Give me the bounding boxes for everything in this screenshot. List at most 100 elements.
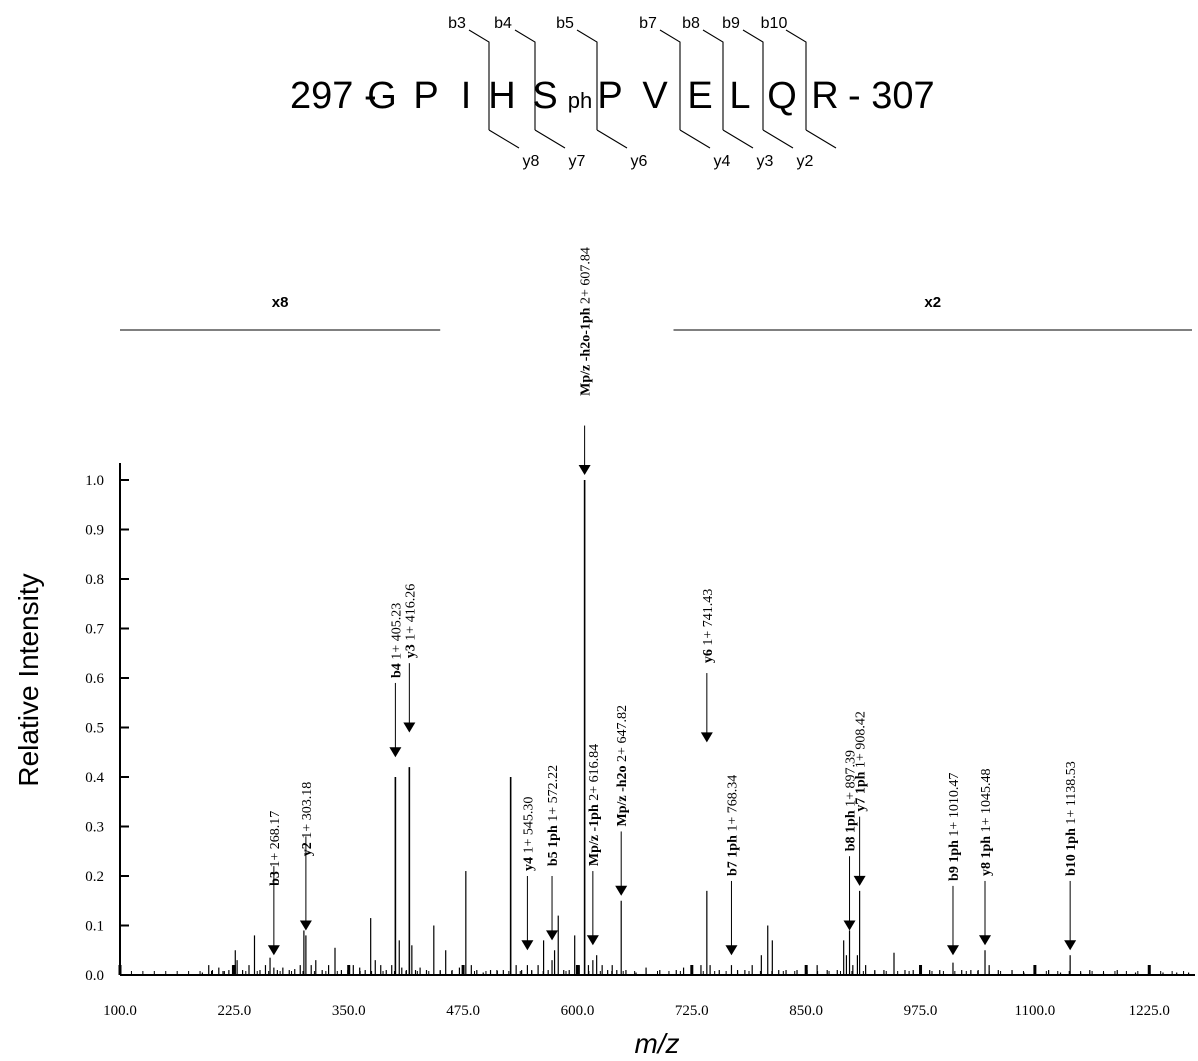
ion-name: y4 bbox=[521, 854, 536, 872]
ion-name: b7 1ph bbox=[725, 832, 740, 876]
ion-mz: 1138.53 bbox=[1064, 761, 1079, 806]
y-tick-label: 0.6 bbox=[85, 671, 104, 687]
arrow-head bbox=[615, 885, 628, 896]
ion-mz: 303.18 bbox=[300, 782, 315, 821]
x-tick-label: 600.0 bbox=[561, 1003, 595, 1019]
annotation-text: y8 1ph 1+ 1045.48 bbox=[979, 769, 994, 876]
ion-charge: 1+ bbox=[546, 803, 561, 821]
annotation-label: b4 1+ 405.23 bbox=[389, 603, 404, 678]
ion-name: b5 1ph bbox=[546, 822, 561, 866]
y-tick-label: 0.1 bbox=[85, 919, 104, 935]
residue: S bbox=[532, 75, 557, 117]
ion-charge: 2+ bbox=[579, 286, 594, 304]
ion-charge: 1+ bbox=[854, 750, 869, 768]
x-tick-label: 225.0 bbox=[217, 1003, 251, 1019]
x-tick-label: 100.0 bbox=[103, 1003, 137, 1019]
arrow-head bbox=[546, 930, 559, 941]
peaks bbox=[201, 480, 1190, 975]
arrow-head bbox=[299, 920, 312, 931]
ion-mz: 768.34 bbox=[725, 775, 740, 814]
annotation-label: b9 1ph 1+ 1010.47 bbox=[947, 773, 962, 881]
b-ion-label: b10 bbox=[761, 15, 788, 32]
annotation-text: Mp/z -1ph 2+ 616.84 bbox=[587, 744, 602, 866]
y-bracket bbox=[679, 129, 711, 149]
annotation-label: y6 1+ 741.43 bbox=[701, 589, 716, 663]
b-bracket bbox=[785, 29, 807, 130]
y-bracket bbox=[805, 129, 837, 149]
y-tick-label: 0.7 bbox=[85, 622, 104, 638]
annotation-label: b10 1ph 1+ 1138.53 bbox=[1064, 761, 1079, 876]
ion-name: y6 bbox=[701, 646, 716, 664]
residue: V bbox=[642, 75, 668, 117]
ion-mz: 647.82 bbox=[615, 705, 630, 744]
ion-name: y8 1ph bbox=[979, 832, 994, 876]
y-axis-label: Relative Intensity bbox=[13, 573, 44, 786]
y-tick-label: 0.8 bbox=[85, 572, 104, 588]
ion-mz: 616.84 bbox=[587, 744, 602, 783]
arrow-head bbox=[946, 945, 959, 956]
sequence-start: 297 - bbox=[290, 75, 377, 117]
arrow-head bbox=[389, 747, 402, 758]
annotation-text: b10 1ph 1+ 1138.53 bbox=[1064, 761, 1079, 876]
ion-name: b10 1ph bbox=[1064, 825, 1079, 876]
y-tick-label: 0.4 bbox=[85, 770, 104, 786]
ion-charge: 1+ bbox=[268, 849, 283, 867]
annotation-text: b5 1ph 1+ 572.22 bbox=[546, 765, 561, 866]
b-ion-label: b7 bbox=[639, 15, 657, 32]
arrow-head bbox=[403, 722, 416, 733]
b-ion-label: b9 bbox=[722, 15, 740, 32]
residue-mod: ph bbox=[568, 88, 592, 113]
ion-mz: 1045.48 bbox=[979, 769, 994, 815]
y-ion-label: y4 bbox=[714, 153, 731, 170]
annotation-label: y4 1+ 545.30 bbox=[521, 797, 536, 871]
y-tick-label: 0.0 bbox=[85, 968, 104, 984]
ion-name: y3 bbox=[403, 641, 418, 659]
annotation-label: Mp/z -h2o-1ph 2+ 607.84 bbox=[579, 247, 594, 396]
zoom-label: x8 bbox=[272, 294, 289, 311]
annotation-label: b3 1+ 268.17 bbox=[268, 811, 283, 886]
annotation-text: Mp/z -h2o 2+ 647.82 bbox=[615, 705, 630, 826]
annotation-text: b3 1+ 268.17 bbox=[268, 811, 283, 886]
y-tick-label: 1.0 bbox=[85, 473, 104, 489]
annotation-label: y7 1ph 1+ 908.42 bbox=[854, 711, 869, 811]
ion-mz: 741.43 bbox=[701, 589, 716, 628]
annotation-label: y8 1ph 1+ 1045.48 bbox=[979, 769, 994, 876]
annotation-text: y7 1ph 1+ 908.42 bbox=[854, 711, 869, 811]
ion-mz: 1010.47 bbox=[947, 773, 962, 819]
ion-charge: 2+ bbox=[587, 782, 602, 800]
y-ion-label: y7 bbox=[569, 153, 586, 170]
annotation-text: y2 1+ 303.18 bbox=[300, 782, 315, 856]
y-ion-label: y8 bbox=[523, 153, 540, 170]
arrow-head bbox=[853, 875, 866, 886]
x-tick-label: 1225.0 bbox=[1129, 1003, 1170, 1019]
residue: Q bbox=[767, 75, 797, 117]
ion-name: b8 1ph bbox=[844, 807, 859, 851]
ion-name: y2 bbox=[300, 839, 315, 857]
y-ion-label: y2 bbox=[797, 153, 814, 170]
ion-mz: 416.26 bbox=[403, 584, 418, 623]
x-tick-label: 975.0 bbox=[904, 1003, 938, 1019]
annotation-text: b7 1ph 1+ 768.34 bbox=[725, 775, 740, 876]
residue: P bbox=[597, 75, 622, 117]
arrow-head bbox=[843, 920, 856, 931]
b-bracket bbox=[702, 29, 724, 130]
ion-mz: 607.84 bbox=[579, 247, 594, 286]
annotation-label: b7 1ph 1+ 768.34 bbox=[725, 775, 740, 876]
b-ion-label: b3 bbox=[448, 15, 466, 32]
annotation-text: y4 1+ 545.30 bbox=[521, 797, 536, 871]
annotation-text: y3 1+ 416.26 bbox=[403, 584, 418, 658]
ion-name: b3 bbox=[268, 868, 283, 886]
y-bracket bbox=[722, 129, 754, 149]
ion-charge: 1+ bbox=[947, 818, 962, 836]
zoom-label: x2 bbox=[924, 294, 941, 311]
ion-name: y7 1ph bbox=[854, 768, 869, 812]
b-ion-label: b8 bbox=[682, 15, 700, 32]
ion-mz: 908.42 bbox=[854, 711, 869, 750]
annotation-label: y2 1+ 303.18 bbox=[300, 782, 315, 856]
b-bracket bbox=[742, 29, 764, 130]
ion-mz: 405.23 bbox=[389, 603, 404, 642]
annotation-text: Mp/z -h2o-1ph 2+ 607.84 bbox=[579, 247, 594, 396]
ion-charge: 1+ bbox=[725, 813, 740, 831]
ion-name: Mp/z -h2o-1ph bbox=[579, 304, 594, 396]
ion-mz: 572.22 bbox=[546, 765, 561, 804]
